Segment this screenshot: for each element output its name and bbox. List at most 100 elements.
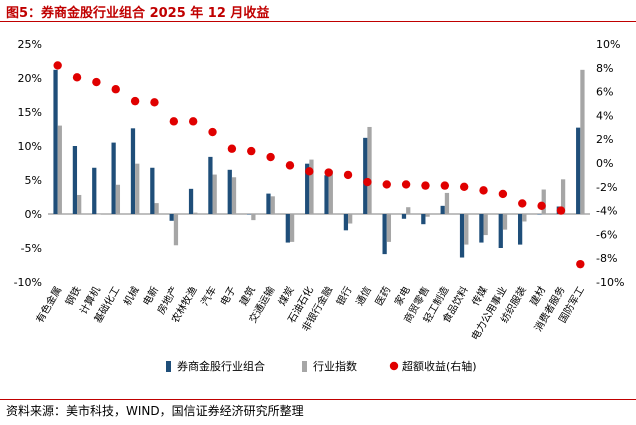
- x-category-label: 钢铁: [62, 284, 83, 308]
- chart-legend: 券商金股行业组合 行业指数 超额收益(右轴): [166, 359, 477, 373]
- legend-label: 超额收益(右轴): [402, 359, 477, 373]
- dot-excess-return: [208, 127, 217, 137]
- dot-excess-return: [518, 199, 527, 208]
- bar-portfolio: [92, 167, 97, 214]
- bar-index: [367, 126, 372, 214]
- dot-excess-return: [459, 182, 469, 191]
- source-note: 资料来源：美市科技，WIND，国信证券经济研究所整理: [6, 404, 304, 418]
- bar-index: [57, 125, 62, 214]
- dot-excess-return: [305, 167, 314, 176]
- x-category-label: 银行: [333, 284, 354, 308]
- dot-excess-return: [227, 144, 237, 153]
- bar-index: [522, 214, 527, 222]
- x-category-label: 有色金属: [33, 284, 64, 325]
- bar-portfolio: [459, 214, 465, 258]
- bar-portfolio: [208, 156, 213, 214]
- y-right-tick-label: -10%: [596, 276, 624, 289]
- bar-portfolio: [498, 214, 503, 248]
- y-left-tick-label: 25%: [18, 38, 42, 51]
- y-left-tick-label: 20%: [18, 72, 42, 85]
- dot-excess-return: [188, 117, 198, 126]
- y-right-tick-label: 4%: [596, 109, 613, 122]
- dot-excess-return: [53, 61, 62, 70]
- dot-excess-return: [130, 96, 140, 106]
- dot-excess-return: [72, 73, 82, 82]
- bar-index: [96, 214, 101, 215]
- figure-title-bar: 图5：券商金股行业组合 2025 年 12 月收益: [0, 0, 636, 22]
- chart-dots: [53, 61, 585, 269]
- x-category-label: 汽车: [198, 284, 219, 308]
- bar-index: [560, 179, 566, 214]
- bar-portfolio: [150, 167, 155, 214]
- bar-index: [483, 214, 488, 236]
- y-left-tick-label: -5%: [21, 242, 42, 255]
- bar-index: [154, 203, 159, 214]
- dot-excess-return: [401, 180, 411, 189]
- bar-portfolio: [343, 214, 349, 231]
- bar-portfolio: [72, 146, 78, 214]
- legend-label: 券商金股行业组合: [177, 359, 265, 373]
- bar-portfolio: [576, 127, 581, 214]
- bar-portfolio: [227, 169, 232, 214]
- bar-portfolio: [382, 214, 387, 255]
- chart-axes: -10% -5% 0% 5% 10% 15% 20% 25% -10% -8% -6% -4% -2% 0…: [14, 38, 625, 289]
- bar-index: [502, 214, 508, 230]
- dot-excess-return: [343, 170, 353, 180]
- bar-portfolio: [246, 214, 252, 215]
- dot-excess-return: [324, 168, 333, 177]
- legend-swatch: [302, 361, 307, 372]
- y-right-tick-label: 8%: [596, 62, 613, 75]
- y-right-tick-label: 6%: [596, 86, 613, 99]
- dot-excess-return: [150, 98, 159, 107]
- x-category-label: 医药: [373, 285, 393, 308]
- bar-portfolio: [169, 214, 174, 221]
- x-category-label: 电新: [140, 284, 161, 308]
- bar-portfolio: [111, 142, 116, 214]
- bar-portfolio: [305, 163, 310, 214]
- dot-excess-return: [382, 180, 391, 189]
- dot-excess-return: [498, 189, 508, 199]
- y-right-tick-label: 10%: [596, 38, 620, 51]
- bar-portfolio: [363, 137, 368, 214]
- bar-portfolio: [53, 69, 58, 214]
- title-rule: [0, 21, 636, 22]
- bar-index: [289, 214, 295, 242]
- dot-excess-return: [266, 152, 275, 162]
- y-left-tick-label: 5%: [25, 174, 42, 187]
- dot-excess-return: [479, 186, 488, 195]
- dot-excess-return: [440, 181, 450, 190]
- dot-excess-return: [111, 85, 120, 94]
- bar-index: [231, 177, 237, 214]
- bar-portfolio: [285, 214, 290, 243]
- bar-index: [135, 163, 140, 214]
- y-right-tick-label: -8%: [596, 252, 617, 265]
- source-rule: [0, 399, 636, 400]
- dot-excess-return: [421, 181, 430, 190]
- bar-index: [444, 192, 450, 214]
- x-category-label: 通信: [354, 285, 374, 308]
- dot-excess-return: [556, 206, 566, 215]
- bar-index: [251, 214, 256, 221]
- bar-portfolio: [266, 193, 271, 214]
- dot-excess-return: [169, 117, 179, 126]
- bar-index: [173, 214, 179, 246]
- x-category-label: 机械: [120, 284, 141, 308]
- bar-index: [77, 194, 82, 214]
- bar-index: [115, 184, 121, 214]
- x-category-label: 家电: [391, 284, 412, 308]
- bar-portfolio: [537, 214, 542, 215]
- y-left-tick-label: -10%: [14, 276, 42, 289]
- bar-portfolio: [401, 214, 407, 219]
- x-category-label: 建筑: [237, 284, 258, 308]
- chart: -10% -5% 0% 5% 10% 15% 20% 25% -10% -8% -6% -4% -2% 0…: [14, 38, 625, 373]
- bar-index: [328, 170, 333, 214]
- chart-bars: [53, 69, 585, 258]
- y-left-tick-label: 0%: [25, 208, 42, 221]
- bar-portfolio: [130, 128, 136, 214]
- y-right-tick-label: 0%: [596, 157, 613, 170]
- y-left-tick-label: 15%: [18, 106, 42, 119]
- bar-index: [309, 159, 314, 214]
- x-category-label: 煤炭: [275, 284, 296, 308]
- legend-swatch: [166, 361, 171, 372]
